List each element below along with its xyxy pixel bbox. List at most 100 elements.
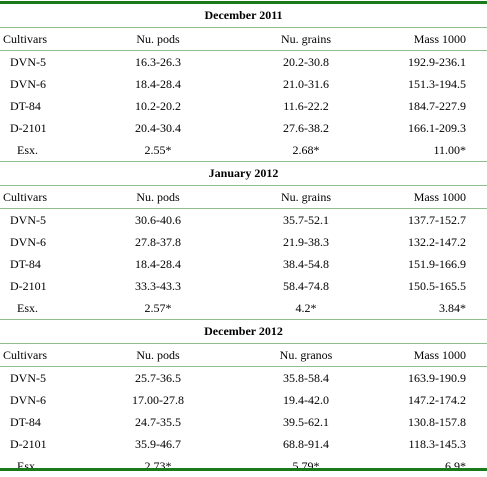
- cultivar-name: D-2101: [10, 279, 47, 293]
- header-cultivars: Cultivars: [0, 185, 78, 209]
- pods-range: 17.00-27.8: [132, 393, 184, 407]
- grains-range: 39.5-62.1: [283, 415, 329, 429]
- table-row: D-2101 33.3-43.3 58.4-74.8 150.5-165.5: [0, 275, 487, 297]
- pods-range: 30.6-40.6: [135, 213, 181, 227]
- esx-grains: 2.68*: [238, 139, 374, 162]
- mass-range: 192.9-236.1: [408, 55, 467, 69]
- header-pods: Nu. pods: [78, 185, 238, 209]
- grains-range: 11.6-22.2: [283, 99, 329, 113]
- cultivar-name: DVN-5: [10, 371, 46, 385]
- section-title: December 2012: [0, 319, 487, 344]
- section-title-row: December 2011: [0, 4, 487, 28]
- header-pods: Nu. pods: [78, 27, 238, 51]
- section-title: January 2012: [0, 161, 487, 186]
- table-row: DVN-5 25.7-36.5 35.8-58.4 163.9-190.9: [0, 367, 487, 390]
- header-cultivars: Cultivars: [0, 27, 78, 51]
- grains-range: 27.6-38.2: [283, 121, 329, 135]
- cultivar-name: DT-84: [10, 99, 41, 113]
- header-cultivars: Cultivars: [0, 343, 78, 367]
- table-row: DT-84 10.2-20.2 11.6-22.2 184.7-227.9: [0, 95, 487, 117]
- esx-mass: 3.84*: [374, 297, 487, 320]
- cultivar-name: DVN-6: [10, 235, 46, 249]
- pods-range: 10.2-20.2: [135, 99, 181, 113]
- header-grains: Nu. grains: [238, 185, 374, 209]
- pods-range: 18.4-28.4: [135, 257, 181, 271]
- pods-range: 20.4-30.4: [135, 121, 181, 135]
- pods-range: 16.3-26.3: [135, 55, 181, 69]
- esx-grains: 4.2*: [238, 297, 374, 320]
- pods-range: 33.3-43.3: [135, 279, 181, 293]
- table-row: DT-84 24.7-35.5 39.5-62.1 130.8-157.8: [0, 411, 487, 433]
- pods-range: 35.9-46.7: [135, 437, 181, 451]
- mass-range: 132.2-147.2: [408, 235, 467, 249]
- header-mass: Mass 1000: [374, 343, 487, 367]
- table-body: December 2011 Cultivars Nu. pods Nu. grains…: [0, 4, 487, 477]
- esx-pods: 2.55*: [78, 139, 238, 162]
- esx-pods: 2.73*: [144, 459, 172, 473]
- grains-range: 19.4-42.0: [283, 393, 329, 407]
- table-row: DVN-5 30.6-40.6 35.7-52.1 137.7-152.7: [0, 209, 487, 232]
- header-mass: Mass 1000: [374, 185, 487, 209]
- esx-label: Esx.: [0, 139, 78, 162]
- esx-mass: 6.9*: [445, 459, 467, 473]
- table-row: DVN-6 18.4-28.4 21.0-31.6 151.3-194.5: [0, 73, 487, 95]
- cultivar-name: D-2101: [10, 437, 47, 451]
- table-row: DT-84 18.4-28.4 38.4-54.8 151.9-166.9: [0, 253, 487, 275]
- section-title-row: December 2012: [0, 319, 487, 344]
- mass-range: 137.7-152.7: [408, 213, 467, 227]
- grains-range: 35.7-52.1: [283, 213, 329, 227]
- header-grains: Nu. granos: [238, 343, 374, 367]
- table-row: D-2101 35.9-46.7 68.8-91.4 118.3-145.3: [0, 433, 487, 455]
- column-header-row: Cultivars Nu. pods Nu. granos Mass 1000: [0, 343, 487, 367]
- grains-range: 68.8-91.4: [283, 437, 329, 451]
- grains-range: 20.2-30.8: [283, 55, 329, 69]
- header-grains: Nu. grains: [238, 27, 374, 51]
- grains-range: 58.4-74.8: [283, 279, 329, 293]
- header-mass: Mass 1000: [374, 27, 487, 51]
- mass-range: 151.3-194.5: [408, 77, 467, 91]
- bottom-rule: [0, 468, 487, 471]
- esx-row: Esx. 2.55* 2.68* 11.00*: [0, 139, 487, 162]
- cultivar-name: DVN-5: [10, 55, 46, 69]
- mass-range: 150.5-165.5: [408, 279, 467, 293]
- cultivar-name: DT-84: [10, 415, 41, 429]
- esx-row: Esx. 2.57* 4.2* 3.84*: [0, 297, 487, 320]
- section-title: December 2011: [0, 4, 487, 28]
- top-rule: [0, 1, 487, 4]
- mass-range: 147.2-174.2: [408, 393, 467, 407]
- pods-range: 18.4-28.4: [135, 77, 181, 91]
- esx-mass: 11.00*: [374, 139, 487, 162]
- cultivar-name: DVN-5: [10, 213, 46, 227]
- header-pods: Nu. pods: [78, 343, 238, 367]
- cultivar-name: DVN-6: [10, 77, 46, 91]
- column-header-row: Cultivars Nu. pods Nu. grains Mass 1000: [0, 27, 487, 51]
- column-header-row: Cultivars Nu. pods Nu. grains Mass 1000: [0, 185, 487, 209]
- mass-range: 166.1-209.3: [408, 121, 467, 135]
- grains-range: 35.8-58.4: [283, 371, 329, 385]
- cultivar-name: DVN-6: [10, 393, 46, 407]
- mass-range: 118.3-145.3: [408, 437, 467, 451]
- table-row: D-2101 20.4-30.4 27.6-38.2 166.1-209.3: [0, 117, 487, 139]
- section-title-row: January 2012: [0, 161, 487, 186]
- mass-range: 184.7-227.9: [408, 99, 467, 113]
- cultivar-data-table: December 2011 Cultivars Nu. pods Nu. grains…: [0, 4, 487, 477]
- mass-range: 130.8-157.8: [408, 415, 467, 429]
- esx-grains: 5.79*: [292, 459, 320, 473]
- table-row: DVN-6 27.8-37.8 21.9-38.3 132.2-147.2: [0, 231, 487, 253]
- esx-label: Esx.: [0, 297, 78, 320]
- grains-range: 21.9-38.3: [283, 235, 329, 249]
- grains-range: 38.4-54.8: [283, 257, 329, 271]
- esx-label: Esx.: [17, 459, 38, 473]
- mass-range: 163.9-190.9: [408, 371, 467, 385]
- esx-pods: 2.57*: [78, 297, 238, 320]
- table-row: DVN-6 17.00-27.8 19.4-42.0 147.2-174.2: [0, 389, 487, 411]
- pods-range: 27.8-37.8: [135, 235, 181, 249]
- esx-row: Esx. 2.73* 5.79* 6.9*: [0, 455, 487, 477]
- cultivar-name: DT-84: [10, 257, 41, 271]
- grains-range: 21.0-31.6: [283, 77, 329, 91]
- pods-range: 25.7-36.5: [135, 371, 181, 385]
- pods-range: 24.7-35.5: [135, 415, 181, 429]
- cultivar-name: D-2101: [10, 121, 47, 135]
- mass-range: 151.9-166.9: [408, 257, 467, 271]
